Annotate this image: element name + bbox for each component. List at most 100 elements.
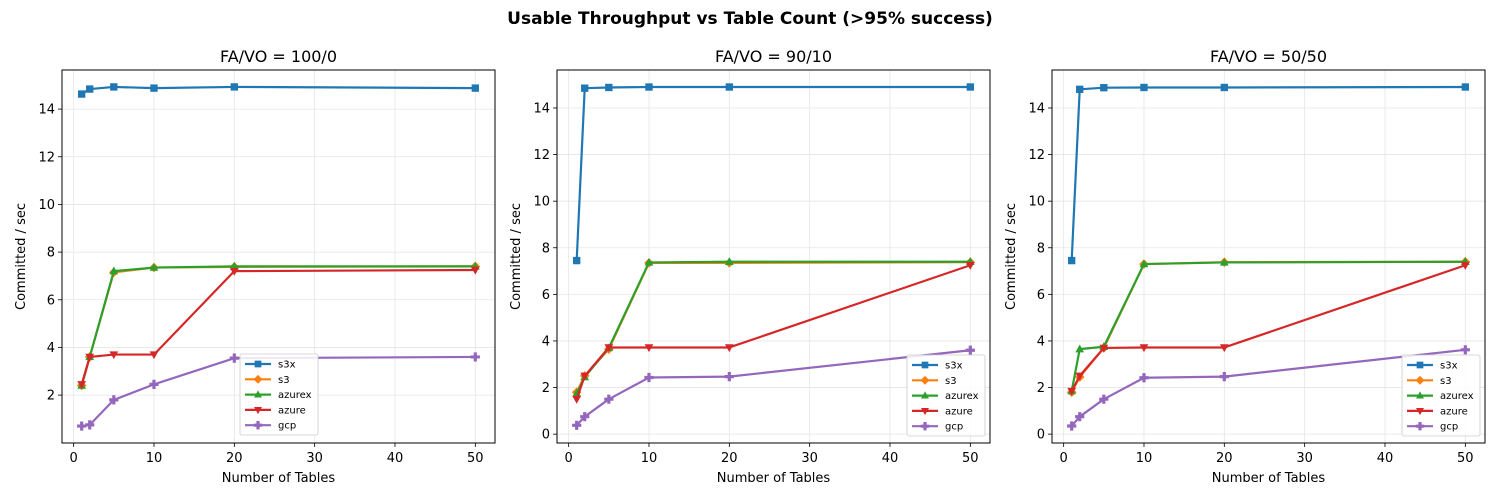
gcp-marker-icon bbox=[77, 421, 87, 431]
legend-label: gcp bbox=[945, 422, 963, 433]
x-tick-label: 10 bbox=[641, 451, 658, 466]
s3x-marker-icon bbox=[725, 83, 733, 91]
azurex-marker-icon bbox=[1075, 344, 1085, 353]
y-tick-label: 0 bbox=[1037, 428, 1045, 443]
legend-label: s3x bbox=[945, 361, 963, 372]
plot-area: 0 10 20 30 40 50 0 2 4 6 8 10 12 14 s3x s3 azurex azure gc… bbox=[1028, 69, 1486, 466]
legend-label: s3 bbox=[1440, 376, 1452, 387]
legend-item-s3: s3 bbox=[912, 376, 957, 387]
x-axis-label: Number of Tables bbox=[717, 471, 831, 486]
subplot-title: FA/VO = 90/10 bbox=[715, 47, 832, 66]
gcp-marker-icon bbox=[1460, 345, 1470, 355]
x-tick-label: 0 bbox=[565, 451, 573, 466]
y-tick-label: 14 bbox=[533, 101, 550, 116]
x-tick-label: 10 bbox=[146, 451, 163, 466]
s3x-marker-icon bbox=[1068, 256, 1076, 265]
x-tick-label: 50 bbox=[962, 451, 979, 466]
x-tick-label: 50 bbox=[1457, 451, 1474, 466]
s3x-marker-icon bbox=[1461, 83, 1469, 91]
series-layer bbox=[571, 83, 976, 430]
y-tick-label: 8 bbox=[542, 241, 550, 256]
y-tick-label: 0 bbox=[542, 428, 550, 443]
legend-item-azure: azure bbox=[1407, 406, 1468, 417]
legend-s3-marker-icon bbox=[1415, 375, 1425, 385]
series-s3x bbox=[1068, 83, 1469, 265]
legend-item-gcp: gcp bbox=[1407, 422, 1458, 433]
legend-label: s3 bbox=[278, 375, 290, 386]
x-tick-label: 30 bbox=[306, 451, 323, 466]
y-tick-label: 14 bbox=[1028, 101, 1045, 116]
legend-item-azurex: azurex bbox=[1407, 391, 1474, 402]
y-tick-label: 8 bbox=[47, 246, 55, 261]
x-tick-label: 10 bbox=[1136, 451, 1153, 466]
legend-label: s3 bbox=[945, 376, 957, 387]
s3x-marker-icon bbox=[1140, 83, 1148, 92]
legend-gcp-marker-icon bbox=[253, 421, 263, 430]
x-tick-label: 20 bbox=[721, 451, 738, 466]
azure-marker-icon bbox=[77, 381, 87, 389]
gcp-marker-icon bbox=[965, 345, 975, 355]
grid bbox=[557, 70, 990, 443]
y-axis-label: Committed / sec bbox=[509, 203, 524, 310]
y-tick-label: 10 bbox=[1028, 195, 1045, 210]
s3x-marker-icon bbox=[1220, 83, 1228, 92]
gcp-marker-icon bbox=[644, 372, 654, 383]
legend-label: azurex bbox=[278, 390, 312, 401]
legend-label: azure bbox=[1440, 406, 1468, 417]
gcp-marker-icon bbox=[470, 352, 480, 362]
x-tick-label: 30 bbox=[1296, 451, 1313, 466]
azure-marker-icon bbox=[1139, 344, 1149, 353]
grid bbox=[1052, 70, 1485, 443]
azure-marker-icon bbox=[965, 262, 975, 270]
x-axis-label: Number of Tables bbox=[222, 471, 336, 486]
legend: s3x s3 azurex azure gcp bbox=[1401, 354, 1481, 437]
legend-item-s3x: s3x bbox=[245, 360, 296, 371]
x-tick-label: 20 bbox=[226, 451, 243, 466]
legend-gcp-marker-icon bbox=[920, 422, 930, 431]
azure-marker-icon bbox=[1219, 344, 1229, 353]
figure-suptitle: Usable Throughput vs Table Count (>95% s… bbox=[507, 9, 993, 29]
gcp-marker-icon bbox=[572, 420, 582, 430]
legend-item-azure: azure bbox=[912, 406, 973, 417]
y-tick-label: 2 bbox=[1037, 381, 1045, 396]
x-tick-label: 0 bbox=[1060, 451, 1068, 466]
y-tick-label: 6 bbox=[1037, 288, 1045, 303]
legend-s3x-marker-icon bbox=[254, 360, 262, 368]
legend-item-s3: s3 bbox=[1407, 376, 1452, 387]
gcp-marker-icon bbox=[1075, 412, 1085, 422]
y-tick-label: 12 bbox=[1028, 148, 1045, 163]
azure-marker-icon bbox=[109, 351, 119, 360]
x-tick-label: 20 bbox=[1216, 451, 1233, 466]
y-tick-label: 12 bbox=[38, 150, 55, 165]
s3x-marker-icon bbox=[1076, 85, 1084, 94]
x-tick-label: 40 bbox=[1377, 451, 1394, 466]
y-tick-label: 12 bbox=[533, 148, 550, 163]
series-s3x bbox=[573, 83, 974, 265]
y-tick-label: 10 bbox=[533, 195, 550, 210]
y-tick-label: 4 bbox=[1037, 334, 1045, 349]
legend-gcp-marker-icon bbox=[1415, 422, 1425, 431]
legend-label: azure bbox=[945, 406, 973, 417]
y-tick-label: 8 bbox=[1037, 241, 1045, 256]
series-gcp bbox=[572, 345, 975, 430]
azurex-marker-icon bbox=[109, 266, 119, 275]
legend-azure-marker-icon bbox=[1416, 407, 1424, 416]
legend-s3x-marker-icon bbox=[921, 361, 929, 369]
legend-s3-marker-icon bbox=[920, 375, 930, 385]
subplot-2: FA/VO = 90/10 Number of Tables Committed… bbox=[509, 47, 991, 486]
s3x-marker-icon bbox=[645, 83, 653, 91]
series-s3x bbox=[78, 83, 479, 98]
axes-frame bbox=[556, 69, 991, 444]
gcp-marker-icon bbox=[724, 372, 734, 382]
y-tick-label: 2 bbox=[542, 381, 550, 396]
axes-frame bbox=[61, 69, 496, 444]
azurex-marker-icon bbox=[724, 257, 734, 265]
legend-item-azurex: azurex bbox=[245, 390, 312, 401]
gcp-marker-icon bbox=[1099, 394, 1109, 404]
s3x-marker-icon bbox=[86, 85, 94, 93]
y-tick-label: 4 bbox=[542, 334, 550, 349]
azure-marker-icon bbox=[229, 267, 239, 276]
s3x-marker-icon bbox=[1100, 84, 1108, 92]
legend-item-azurex: azurex bbox=[912, 391, 979, 402]
